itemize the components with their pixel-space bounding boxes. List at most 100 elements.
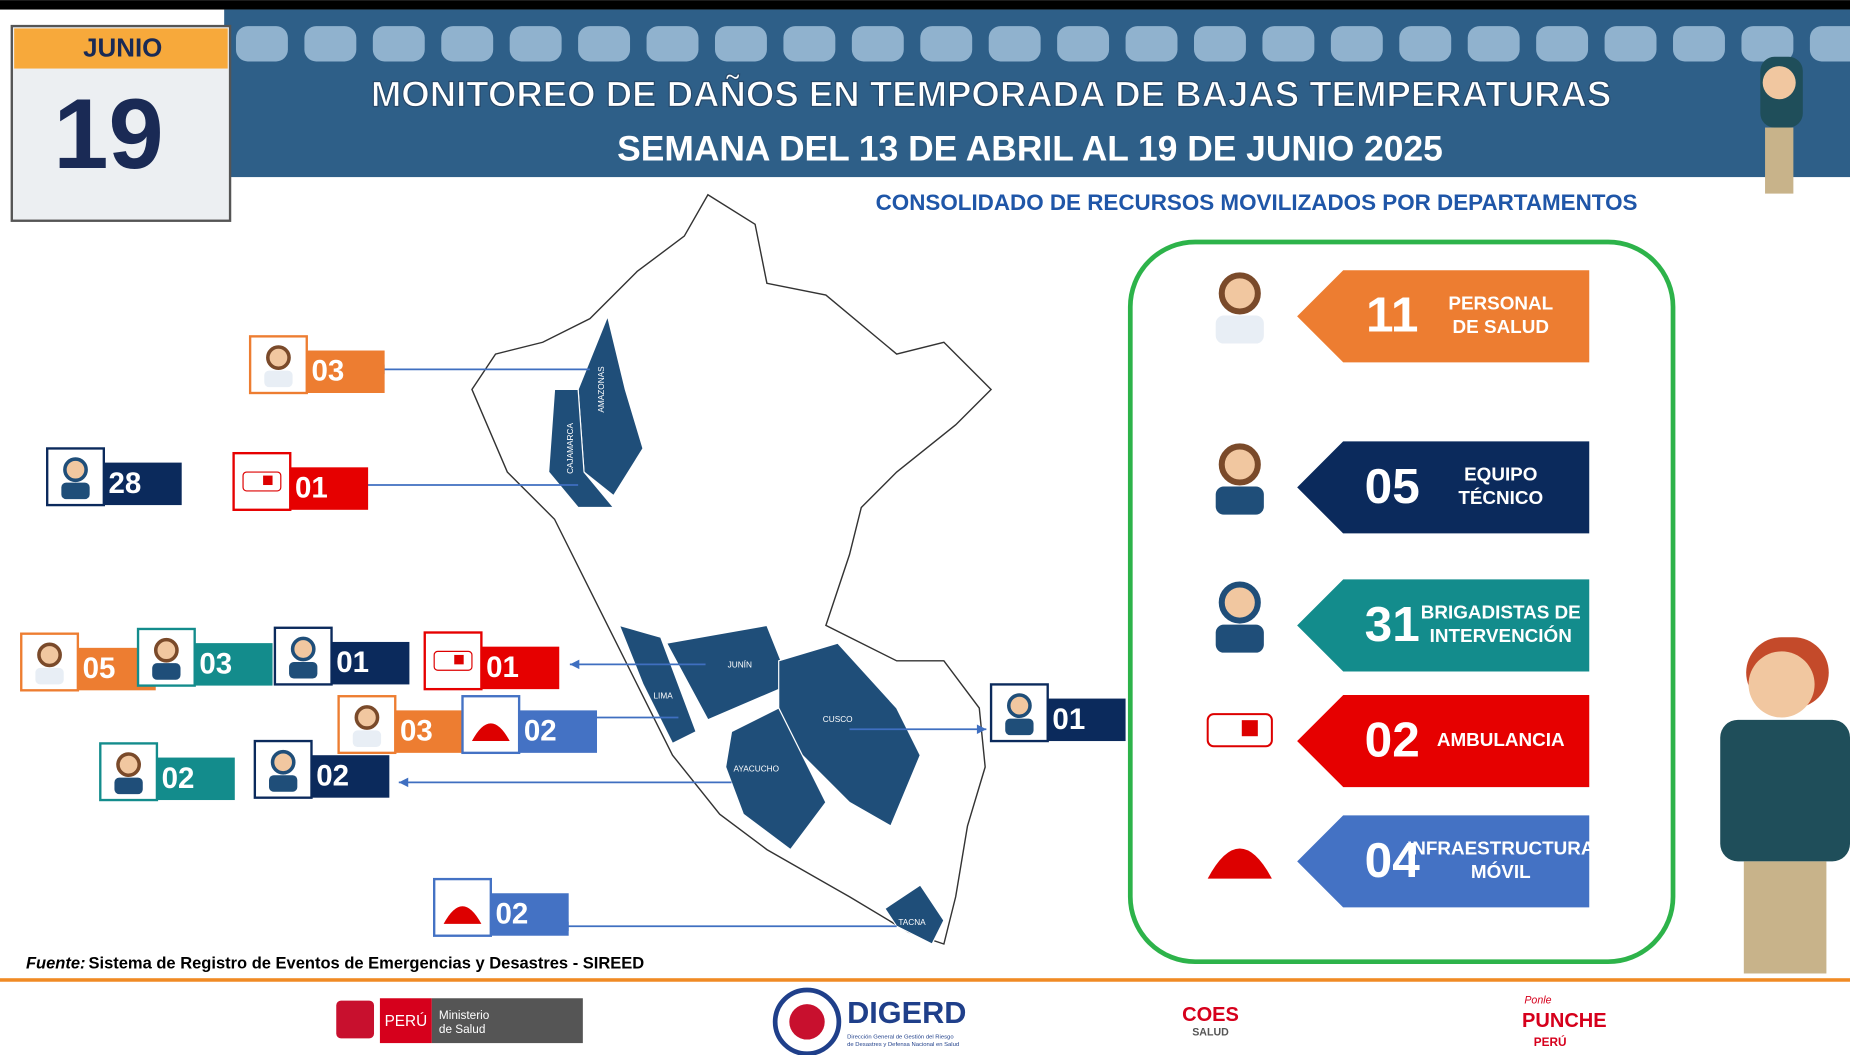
punche-3: PERÚ	[1534, 1036, 1567, 1049]
region-label: JUNÍN	[728, 660, 752, 670]
summary-value: 31	[1365, 596, 1420, 652]
summary-label: TÉCNICO	[1458, 487, 1543, 508]
person-body	[35, 667, 64, 685]
calendar-top	[14, 28, 228, 69]
person-head	[270, 749, 296, 775]
person-body	[152, 663, 181, 680]
person-head	[290, 636, 316, 662]
callout-value: 01	[486, 651, 519, 684]
footer-line	[0, 978, 1850, 982]
summary-icon	[1207, 848, 1272, 879]
region	[884, 884, 945, 945]
tile	[851, 26, 904, 62]
tile	[372, 26, 425, 62]
callout: 02	[433, 877, 569, 937]
peru-text: PERÚ	[385, 1013, 428, 1030]
summary-label: EQUIPO	[1464, 464, 1537, 485]
day: 19	[53, 79, 163, 190]
tile	[1057, 26, 1110, 62]
summary-value: 04	[1365, 832, 1421, 888]
shield	[336, 1000, 375, 1039]
title: MONITOREO DE DAÑOS EN TEMPORADA DE BAJAS…	[371, 73, 1612, 115]
arrow-head	[569, 659, 580, 670]
summary-label: MÓVIL	[1471, 861, 1531, 882]
arrow-head	[976, 724, 987, 734]
person-body	[1215, 624, 1264, 653]
person-head	[37, 642, 62, 668]
tile	[441, 26, 494, 62]
region-label: AYACUCHO	[734, 765, 780, 774]
callout-value: 03	[199, 647, 232, 680]
callout-number-box	[189, 643, 273, 686]
person-head	[116, 752, 141, 778]
summary-item: 11 PERSONAL DE SALUD	[1215, 267, 1592, 365]
person-body	[269, 775, 298, 792]
tile	[988, 26, 1041, 62]
summary-value: 05	[1365, 458, 1420, 514]
region-label: CUSCO	[823, 715, 853, 724]
summary-icon	[1215, 581, 1264, 653]
region-label: TACNA	[898, 918, 926, 927]
source-text: Sistema de Registro de Eventos de Emerge…	[88, 954, 644, 972]
person-head	[1218, 581, 1261, 624]
peru-box	[379, 998, 432, 1044]
person-body	[114, 777, 143, 795]
coes: COES	[1182, 1004, 1239, 1026]
source-label: Fuente:	[26, 954, 86, 972]
tile	[235, 26, 288, 62]
summary-label: AMBULANCIA	[1437, 729, 1565, 750]
summary-arrow	[1293, 813, 1592, 910]
summary-label: INTERVENCIÓN	[1430, 625, 1572, 646]
person-body	[1005, 718, 1034, 736]
callout-number-box	[326, 641, 410, 685]
summary-arrow	[1293, 439, 1592, 536]
callout-number-box	[306, 755, 390, 798]
mascot	[1720, 56, 1850, 974]
arrow-head	[398, 777, 409, 788]
summary-icon	[1215, 443, 1264, 515]
tile	[920, 26, 973, 62]
callout-number-box	[514, 710, 598, 753]
digerd: DIGERD	[847, 996, 966, 1030]
summary-icon	[1206, 713, 1273, 748]
person-head	[1006, 693, 1032, 719]
callout-value: 02	[524, 715, 557, 748]
callout-number-box	[302, 350, 385, 393]
summary-arrow	[1293, 267, 1592, 365]
tile	[1809, 26, 1850, 62]
tile	[1125, 26, 1178, 62]
callout: 02	[461, 695, 598, 755]
tent-icon	[471, 723, 510, 742]
coes-sub: SALUD	[1192, 1026, 1229, 1038]
subtitle: SEMANA DEL 13 DE ABRIL AL 19 DE JUNIO 20…	[617, 129, 1443, 168]
summary-label: INFRAESTRUCTURA	[1407, 838, 1595, 859]
callout-value: 02	[316, 759, 349, 792]
callout-value: 01	[336, 646, 369, 679]
ministry-box	[431, 998, 583, 1044]
callout: 02	[99, 742, 235, 802]
person-body	[289, 662, 318, 679]
digerd-sub-2: de Desastres y Defensa Nacional en Salud	[847, 1042, 959, 1048]
cross	[263, 475, 273, 486]
callout-value: 03	[400, 715, 433, 748]
callout: 01	[423, 631, 560, 691]
tile	[1330, 26, 1383, 62]
callout: 01	[273, 626, 410, 686]
person-head	[63, 457, 88, 483]
tile	[304, 26, 357, 62]
ambulance-icon	[1206, 713, 1273, 748]
callout-value: 03	[311, 355, 344, 388]
tile	[714, 26, 767, 62]
callout: 02	[253, 739, 390, 799]
tile	[1741, 26, 1794, 62]
callout-value: 01	[1052, 703, 1085, 736]
tile	[646, 26, 699, 62]
digerd-logo-inner	[789, 1004, 825, 1040]
cross	[1241, 720, 1258, 737]
section-title: CONSOLIDADO DE RECURSOS MOVILIZADOS POR …	[876, 190, 1638, 215]
summary-label: PERSONAL	[1448, 292, 1553, 313]
